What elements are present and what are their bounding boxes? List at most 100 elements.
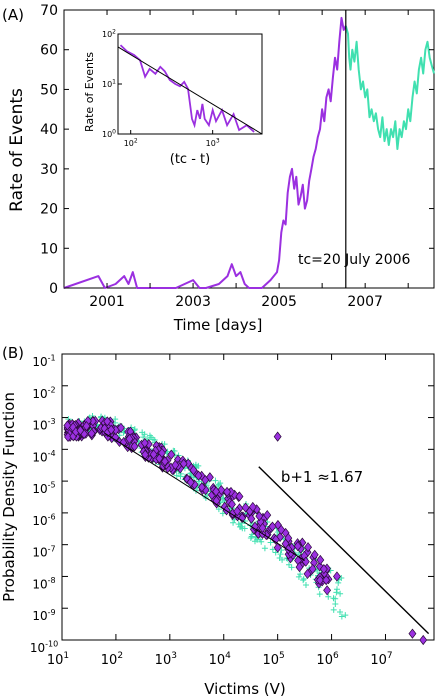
- purple-diamond-point: [217, 484, 226, 496]
- teal-plus-point: [217, 480, 224, 487]
- teal-plus-point: [277, 551, 284, 558]
- teal-plus-point: [192, 487, 199, 494]
- teal-plus-point: [236, 523, 243, 530]
- purple-diamond-point: [201, 474, 210, 486]
- reference-slope-line: [258, 466, 430, 635]
- inset-x-tick-label: 102: [124, 137, 138, 148]
- purple-diamond-point: [271, 534, 280, 545]
- teal-plus-point: [325, 593, 332, 600]
- purple-diamond-point: [273, 542, 282, 553]
- panel-a-x-label: Time [days]: [173, 316, 263, 334]
- purple-diamond-point: [238, 512, 247, 524]
- purple-diamond-point: [295, 562, 304, 573]
- purple-diamond-point: [160, 456, 169, 467]
- purple-diamond-point: [251, 521, 259, 532]
- teal-plus-point: [342, 612, 349, 619]
- teal-plus-point: [330, 606, 337, 613]
- panel-b-x-tick-label: 104: [209, 651, 232, 668]
- panel-b-x-tick-label: 107: [370, 651, 392, 668]
- panel-b: (B) b+1 ≈1.67 101 102 103 104 105 106 107 10-1…: [0, 344, 435, 698]
- teal-plus-point: [261, 545, 268, 552]
- purple-diamond-point: [241, 502, 250, 513]
- panel-b-y-tick-label: 10-9: [32, 608, 55, 623]
- teal-plus-point: [333, 589, 340, 596]
- purple-diamond-point: [316, 575, 325, 586]
- teal-plus-point: [286, 561, 293, 568]
- panel-b-x-tick-label: 102: [101, 651, 123, 668]
- teal-plus-point: [335, 579, 342, 586]
- panel-b-y-tick-label: 10-10: [30, 640, 58, 655]
- panel-b-label: (B): [2, 344, 24, 362]
- teal-plus-point: [300, 575, 307, 582]
- teal-plus-point: [251, 538, 258, 545]
- purple-diamond-point: [63, 420, 72, 431]
- purple-diamond-point: [263, 510, 272, 521]
- panel-b-frame: [61, 353, 435, 641]
- teal-plus-point: [269, 546, 276, 553]
- panel-a-x-tick-label: 2005: [261, 294, 297, 310]
- panel-a: (A) 0 10 20 30 40 50 60 70 2001 2003 2005 2007 tc=…: [2, 3, 435, 334]
- panel-b-y-tick-label: 10-3: [32, 417, 55, 432]
- purple-diamond-point: [277, 524, 286, 535]
- teal-plus-point: [146, 432, 153, 439]
- purple-diamond-outlier: [273, 431, 282, 442]
- teal-plus-point: [316, 591, 323, 598]
- purple-diamond-point: [212, 486, 220, 497]
- purple-diamond-point: [189, 465, 198, 476]
- purple-diamond-point: [227, 499, 236, 510]
- teal-plus-point: [337, 608, 344, 615]
- purple-diamond-point: [316, 554, 325, 566]
- purple-diamond-point: [116, 422, 125, 433]
- panel-b-y-tick-label: 10-8: [32, 576, 55, 591]
- panel-b-fit-line: [104, 433, 305, 561]
- purple-diamond-point: [125, 433, 134, 445]
- teal-plus-point: [215, 506, 222, 513]
- teal-plus-point: [219, 510, 226, 517]
- teal-plus-point: [338, 613, 345, 620]
- purple-diamond-point: [284, 544, 293, 555]
- purple-diamond-outlier: [408, 628, 417, 639]
- purple-diamond-point: [315, 561, 324, 572]
- purple-diamond-point: [322, 575, 331, 586]
- purple-diamond-point: [235, 491, 244, 502]
- inset-ticks: 102 103 100 101 102: [102, 28, 220, 148]
- panel-a-x-tick-label: 2007: [347, 294, 383, 310]
- panel-b-y-tick-label: 10-5: [32, 481, 55, 496]
- purple-diamond-point: [76, 425, 85, 436]
- purple-diamond-point: [82, 420, 91, 432]
- purple-diamond-point: [107, 424, 116, 435]
- panel-b-x-tick-label: 101: [47, 651, 69, 668]
- teal-plus-point: [337, 590, 344, 597]
- panel-b-y-label: Probability Density Function: [0, 392, 18, 602]
- purple-diamond-point: [140, 437, 149, 449]
- purple-diamond-point: [167, 449, 176, 460]
- panel-a-series-line-0: [63, 16, 347, 289]
- panel-a-series-line-1: [344, 25, 435, 150]
- panel-a-y-tick-label: 0: [49, 281, 58, 297]
- teal-plus-point: [288, 564, 295, 571]
- purple-diamond-point: [171, 459, 180, 471]
- tc-annotation: tc=20 July 2006: [298, 252, 411, 268]
- purple-diamond-point: [87, 428, 96, 439]
- panel-b-y-ticks: 10-1 10-2 10-3 10-4 10-5 10-6 10-7 10-8 10-9 10-1…: [30, 353, 434, 655]
- teal-plus-point: [297, 571, 304, 578]
- teal-plus-point: [332, 601, 339, 608]
- teal-plus-point: [247, 535, 254, 542]
- panel-b-y-tick-label: 10-2: [32, 385, 55, 400]
- inset-series-line-0: [119, 44, 255, 133]
- panel-a-y-tick-label: 50: [40, 82, 58, 98]
- panel-a-y-tick-label: 40: [40, 122, 58, 138]
- inset-y-tick-label: 100: [102, 128, 116, 139]
- purple-diamond-point: [308, 563, 317, 575]
- panel-b-y-tick-label: 10-7: [32, 544, 55, 559]
- teal-plus-point: [173, 472, 180, 479]
- purple-diamond-point: [179, 458, 188, 469]
- teal-plus-point: [235, 521, 242, 528]
- inset-x-label: (tc - t): [170, 152, 210, 167]
- purple-diamond-point: [268, 521, 277, 532]
- purple-diamond-outlier: [419, 634, 428, 646]
- teal-plus-point: [215, 481, 222, 488]
- purple-diamond-point: [223, 486, 231, 497]
- teal-plus-point: [267, 539, 274, 546]
- panel-a-y-tick-label: 70: [40, 3, 58, 19]
